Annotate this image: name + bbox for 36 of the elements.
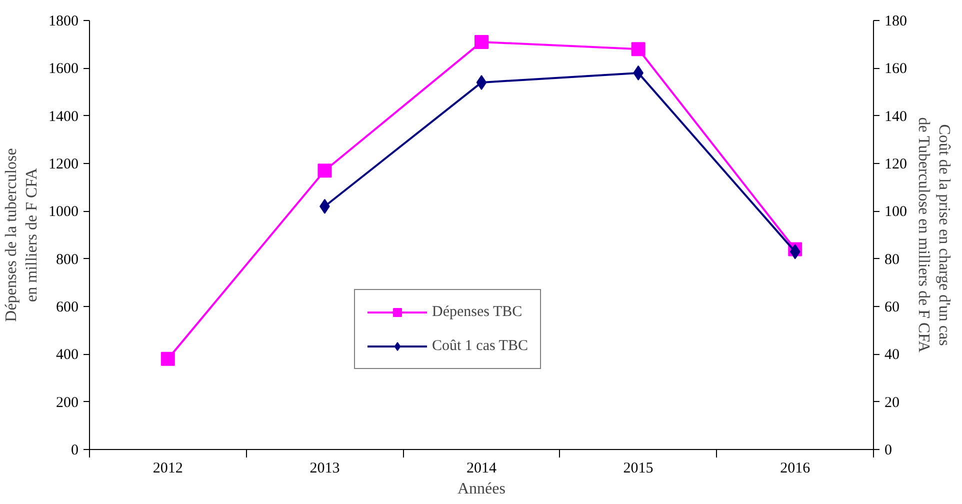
y2-tick-label: 100 [884,204,907,220]
y2-tick-label: 60 [884,300,900,316]
y-tick-label: 600 [56,300,78,316]
point [474,34,488,49]
y2-tick-label: 160 [884,61,907,78]
y2-axis-title: Coût de la prise en charge d'un cas de Tuberculose en milliers de F CFA [915,117,952,353]
y2-tick-label: 120 [884,156,907,172]
y2-tick-label: 20 [884,394,900,411]
y-tick-label: 1400 [48,108,78,125]
y-tick-label: 800 [56,252,78,268]
y-axis-title: Dépenses de la tuberculose en milliers de F CFA [3,148,40,322]
legend-label: Dépenses TBC [432,304,522,320]
y2-tick-label: 40 [884,347,900,364]
y2-tick-label: 180 [884,14,907,30]
x-tick-label: 2014 [466,460,497,476]
x-tick-label: 2016 [780,460,811,476]
x-tick-label: 2015 [623,460,654,476]
y2-tick-label: 80 [884,252,900,268]
legend-label: Coût 1 cas TBC [432,338,528,354]
y2-tick-label: 140 [884,108,907,125]
point [790,244,800,260]
point [318,164,332,178]
x-tick-label: 2012 [152,460,183,476]
x-tick-label: 2013 [310,460,340,476]
y-tick-label: 200 [56,394,78,411]
y-tick-label: 1200 [48,156,78,172]
y-tick-label: 0 [71,442,78,458]
y-tick-label: 400 [56,347,78,364]
point [476,74,487,90]
y2-tick-label: 0 [884,442,892,458]
x-axis-title: Années [458,480,506,498]
point [631,42,646,56]
y-tick-label: 1000 [48,204,78,220]
y-tick-label: 1600 [48,61,78,78]
point [160,352,175,366]
y-tick-label: 1800 [48,14,78,30]
